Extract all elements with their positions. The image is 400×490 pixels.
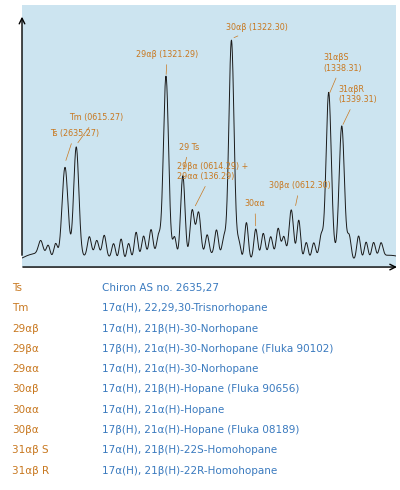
Text: 29βα: 29βα (12, 344, 39, 354)
Text: 17α(H), 22,29,30-Trisnorhopane: 17α(H), 22,29,30-Trisnorhopane (102, 303, 268, 313)
Text: 30βα: 30βα (12, 425, 39, 435)
Text: 29 Ts: 29 Ts (179, 143, 199, 170)
Text: 29αβ (1321.29): 29αβ (1321.29) (136, 50, 198, 74)
Text: 30αα: 30αα (244, 199, 265, 226)
Text: 29αα: 29αα (12, 364, 39, 374)
Text: 29βα (0614.29) +
29αα (136.29): 29βα (0614.29) + 29αα (136.29) (177, 162, 248, 206)
Text: Tm (0615.27): Tm (0615.27) (69, 113, 123, 143)
Text: 31αβ S: 31αβ S (12, 445, 49, 455)
Text: Chiron AS no. 2635,27: Chiron AS no. 2635,27 (102, 283, 219, 293)
Text: 17α(H), 21β(H)-30-Norhopane: 17α(H), 21β(H)-30-Norhopane (102, 323, 258, 334)
Text: 31αβR
(1339.31): 31αβR (1339.31) (338, 85, 377, 124)
Text: 30βα (0612.30): 30βα (0612.30) (269, 181, 330, 206)
Text: 29αβ: 29αβ (12, 323, 39, 334)
Text: 17β(H), 21α(H)-30-Norhopane (Fluka 90102): 17β(H), 21α(H)-30-Norhopane (Fluka 90102… (102, 344, 333, 354)
Text: 30αβ: 30αβ (12, 385, 39, 394)
Text: 17α(H), 21β(H)-Hopane (Fluka 90656): 17α(H), 21β(H)-Hopane (Fluka 90656) (102, 385, 299, 394)
Text: Ts (2635.27): Ts (2635.27) (50, 129, 99, 160)
Text: 31αβS
(1338.31): 31αβS (1338.31) (323, 53, 362, 93)
Text: 17β(H), 21α(H)-Hopane (Fluka 08189): 17β(H), 21α(H)-Hopane (Fluka 08189) (102, 425, 299, 435)
Text: 17α(H), 21α(H)-Hopane: 17α(H), 21α(H)-Hopane (102, 405, 224, 415)
Text: Ts: Ts (12, 283, 22, 293)
Text: 17α(H), 21β(H)-22R-Homohopane: 17α(H), 21β(H)-22R-Homohopane (102, 466, 277, 476)
Text: 30αβ (1322.30): 30αβ (1322.30) (226, 23, 288, 38)
Text: 17α(H), 21α(H)-30-Norhopane: 17α(H), 21α(H)-30-Norhopane (102, 364, 258, 374)
Text: 17α(H), 21β(H)-22S-Homohopane: 17α(H), 21β(H)-22S-Homohopane (102, 445, 277, 455)
Text: 31αβ R: 31αβ R (12, 466, 49, 476)
Text: Tm: Tm (12, 303, 28, 313)
Text: 30αα: 30αα (12, 405, 39, 415)
